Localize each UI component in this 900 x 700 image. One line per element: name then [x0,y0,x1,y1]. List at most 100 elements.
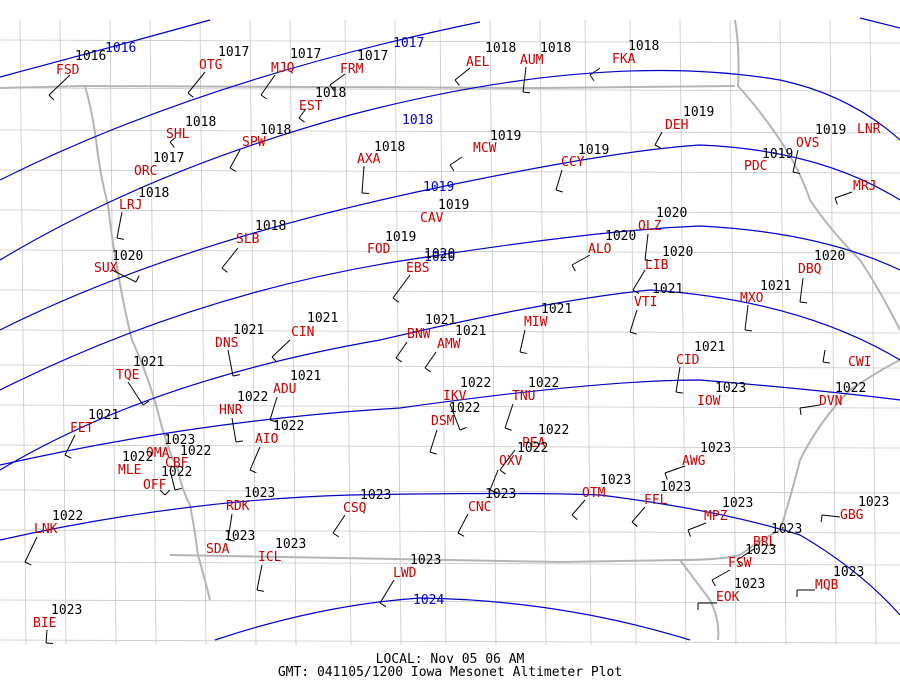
wind-barb-flag [174,487,182,491]
altimeter-value: 1022 [237,390,268,405]
altimeter-value: 1023 [244,486,275,501]
wind-barb [792,149,799,173]
altimeter-value: 1021 [455,324,486,339]
station-id: OXV [499,454,523,469]
wind-barb [169,469,176,491]
wind-barb [111,269,137,283]
wind-barb [221,247,239,269]
wind-barb-flag [571,264,576,272]
altimeter-value: 1023 [224,529,255,544]
wind-barb-flag [361,192,370,195]
wind-barb-flag [664,472,668,480]
wind-barb-flag [424,367,432,373]
wind-barb-flag [221,267,228,273]
station-id: CWI [848,355,871,370]
station-id: EOK [716,590,740,605]
wind-barb-flag [24,561,32,566]
wind-barb-flag [555,189,563,193]
altimeter-value: 1022 [180,444,211,459]
isobar-label-1020: 1020 [424,250,455,265]
station-id: IKV [443,389,467,404]
wind-barb [249,446,261,471]
altimeter-value: 1018 [628,39,659,54]
altimeter-value: 1023 [734,577,765,592]
station-id: MXO [740,291,764,306]
altimeter-value: 1020 [656,206,687,221]
wind-barb-flag [232,374,240,377]
wind-barb [664,465,686,474]
station-cwi: CWI [822,349,871,370]
wind-barb-flag [271,356,278,363]
wind-barb-flag [116,237,124,240]
wind-barb-flag [329,84,335,91]
wind-barb [361,165,365,194]
wind-barb [116,211,123,239]
altimeter-value: 1018 [185,115,216,130]
station-id: SUX [94,261,118,276]
station-id: BRL [753,535,777,550]
station-id: CNC [468,500,491,515]
altimeter-value: 1020 [424,247,455,262]
altimeter-value: 1020 [112,249,143,264]
wind-barb-flag [820,514,823,523]
wind-barb [24,536,38,563]
wind-barb-flag [736,559,742,567]
station-id: DBQ [798,262,822,277]
altimeter-value: 1018 [138,186,169,201]
wind-barb-flag [519,351,527,355]
station-ovs: OVS [792,136,819,175]
station-id: CID [676,353,700,368]
wind-barb [48,74,71,96]
station-id: OVS [796,136,819,151]
wind-barb-flag [792,171,800,175]
wind-barb [744,304,749,331]
station-id: FKA [612,52,636,67]
wind-barb [449,403,461,431]
wind-barb [64,434,76,456]
station-id: SDA [206,542,230,557]
station-id: PDC [744,159,767,174]
station-id: AXA [357,152,381,167]
station-id: OMA [146,446,170,461]
wind-barb-flag [135,275,140,283]
station-id: HNR [219,403,243,418]
wind-barb [632,269,646,291]
wind-barb-flag [499,469,506,475]
wind-barb [711,569,731,581]
station-id: OTG [199,58,223,73]
isobar-label-1018: 1018 [402,113,433,128]
wind-barb-flag [459,427,467,431]
wind-barb-flag [654,144,662,149]
station-id: MRJ [853,179,876,194]
wind-barb-flag [249,469,257,474]
station-id: TQE [116,368,139,383]
wind-barb [260,74,276,96]
altimeter-value: 1021 [541,302,572,317]
wind-barb [329,73,346,86]
wind-barb [504,403,514,429]
wind-barb [379,579,395,604]
altimeter-value: 1022 [460,376,491,391]
altimeter-value: 1016 [75,49,106,64]
altimeter-value: 1018 [260,123,291,138]
altimeter-value: 1021 [307,311,338,326]
